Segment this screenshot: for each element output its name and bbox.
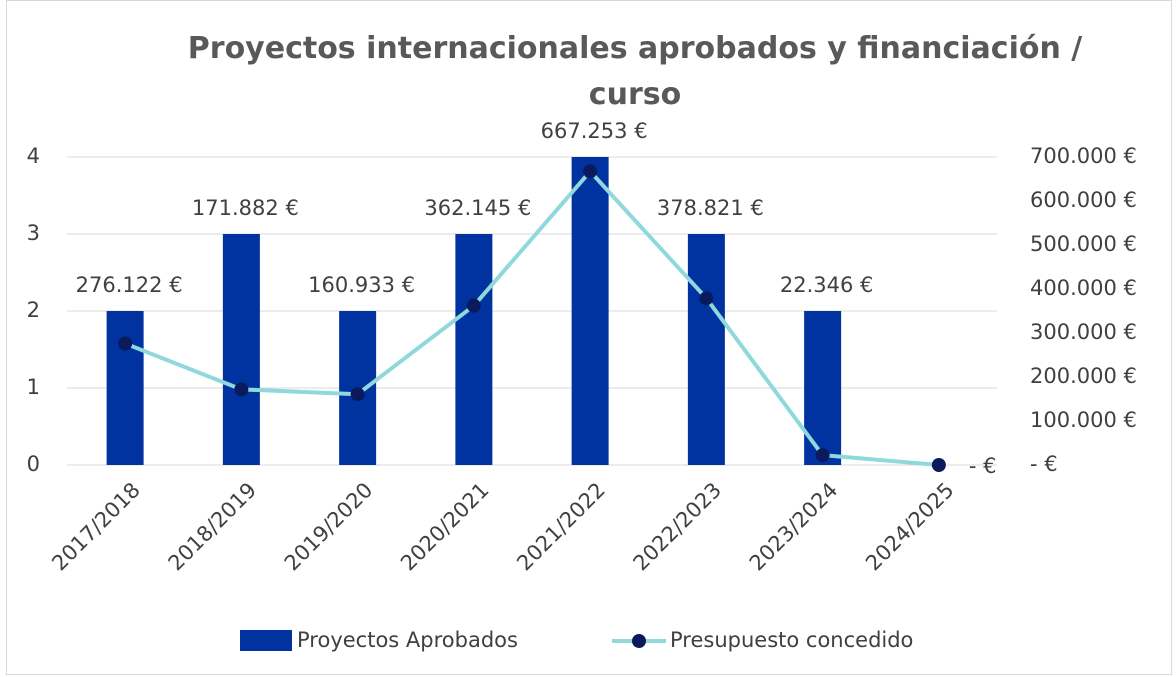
legend-label: Proyectos Aprobados — [297, 628, 518, 652]
line-marker — [931, 458, 946, 472]
line — [124, 169, 940, 467]
y-tick-label: 3 — [27, 221, 40, 245]
line-marker — [815, 448, 830, 463]
bar — [804, 311, 842, 465]
bar — [455, 234, 493, 465]
x-tick-label: 2018/2019 — [164, 478, 262, 576]
y2-tick-label: - € — [1030, 452, 1058, 476]
y2-tick-label: 400.000 € — [1030, 276, 1137, 300]
y2-tick-label: 500.000 € — [1030, 232, 1137, 256]
x-tick-label: 2023/2024 — [745, 478, 843, 576]
y-tick-label: 0 — [27, 452, 40, 476]
y-tick-label: 2 — [27, 298, 40, 322]
y2-tick-label: 200.000 € — [1030, 364, 1137, 388]
x-tick-label: 2022/2023 — [629, 478, 727, 576]
line-marker — [118, 336, 133, 351]
bar — [222, 234, 260, 465]
legend-label: Presupuesto concedido — [670, 628, 913, 652]
y2-tick-label: 700.000 € — [1030, 144, 1137, 168]
x-tick-label: 2020/2021 — [396, 478, 494, 576]
data-label: 276.122 € — [76, 273, 183, 297]
x-tick-label: 2017/2018 — [47, 478, 145, 576]
y2-tick-label: 100.000 € — [1030, 408, 1137, 432]
bar — [687, 234, 725, 465]
y2-tick-label: 600.000 € — [1030, 188, 1137, 212]
legend-swatch — [632, 634, 646, 648]
y-tick-label: 1 — [27, 375, 40, 399]
chart-title: Proyectos internacionales aprobados y fi… — [187, 31, 1083, 112]
line-marker — [583, 164, 598, 179]
bar — [571, 157, 609, 465]
data-label: 667.253 € — [541, 119, 648, 143]
x-tick-label: 2024/2025 — [861, 478, 959, 576]
chart-frame — [6, 0, 1172, 675]
x-tick-label: 2021/2022 — [512, 478, 610, 576]
data-label: 171.882 € — [192, 196, 299, 220]
data-label: 378.821 € — [657, 196, 764, 220]
y-tick-label: 4 — [27, 144, 40, 168]
y2-tick-label: 300.000 € — [1030, 320, 1137, 344]
data-label: - € — [969, 454, 997, 478]
line-marker — [350, 387, 365, 402]
line-marker — [234, 382, 249, 397]
legend-swatch — [240, 630, 292, 651]
data-label: 22.346 € — [780, 273, 874, 297]
line-marker — [466, 298, 481, 313]
data-label: 362.145 € — [424, 196, 531, 220]
bar — [106, 311, 144, 465]
x-tick-label: 2019/2020 — [280, 478, 378, 576]
line-marker — [699, 291, 714, 306]
data-label: 160.933 € — [308, 273, 415, 297]
